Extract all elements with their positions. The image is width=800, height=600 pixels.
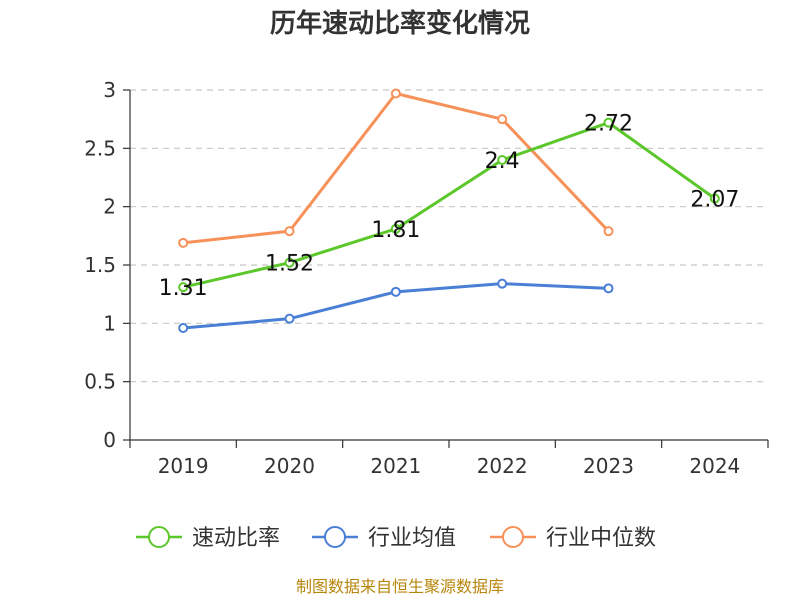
data-label: 1.31 [159,276,208,301]
data-point [497,278,508,289]
legend-item-行业均值[interactable]: 行业均值 [312,526,456,551]
x-tick-label: 2019 [158,454,209,478]
grid-layer [130,89,768,383]
legend-marker [324,526,346,548]
data-point [709,193,720,204]
data-point [603,226,614,237]
data-point [603,283,614,294]
x-tick-label: 2021 [370,454,421,478]
data-point [178,237,189,248]
y-tick-label: 1.5 [84,253,116,277]
chart-title: 历年速动比率变化情况 [270,8,530,39]
data-label: 1.52 [265,252,314,277]
data-point [390,88,401,99]
data-label: 2.72 [584,112,633,137]
data-label: 2.4 [485,149,520,174]
data-point [390,286,401,297]
source-note: 制图数据来自恒生聚源数据库 [296,577,504,596]
legend-label: 行业均值 [368,526,456,551]
data-point [284,313,295,324]
legend-item-速动比率[interactable]: 速动比率 [136,526,280,551]
y-tick-label: 2 [103,195,116,219]
data-point [603,117,614,128]
x-tick-label: 2023 [583,454,634,478]
legend[interactable]: 速动比率 行业均值 行业中位数 [136,526,656,551]
data-point [497,155,508,165]
y-tick-label: 1 [103,311,116,335]
data-point [284,226,295,237]
data-point [497,114,508,125]
x-tick-label: 2020 [264,454,315,478]
data-point [178,323,189,333]
legend-label: 行业中位数 [546,526,656,551]
legend-marker [148,526,170,548]
label-layer: 1.31 1.52 1.81 2.4 2.72 2.07 [159,112,740,301]
data-label: 1.81 [371,218,420,243]
data-point [390,223,401,234]
x-tick-label: 2022 [477,454,528,478]
y-tick-label: 2.5 [84,136,116,160]
legend-marker [502,526,524,548]
series-layer [178,88,720,333]
data-point [178,282,189,293]
x-tick-label: 2024 [689,454,740,478]
legend-label: 速动比率 [192,526,280,551]
series-line-速动比率 [182,121,716,289]
y-tick-label: 3 [103,78,116,102]
y-tick-label: 0 [103,428,116,452]
data-label: 2.07 [690,188,739,213]
legend-item-行业中位数[interactable]: 行业中位数 [490,526,656,551]
y-tick-label: 0.5 [84,370,116,394]
data-point [284,257,295,268]
